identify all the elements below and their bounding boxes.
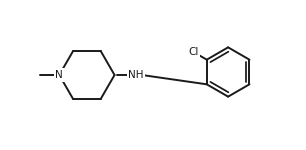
Text: N: N <box>55 70 63 80</box>
Text: NH: NH <box>129 70 144 80</box>
Text: Cl: Cl <box>188 47 199 57</box>
